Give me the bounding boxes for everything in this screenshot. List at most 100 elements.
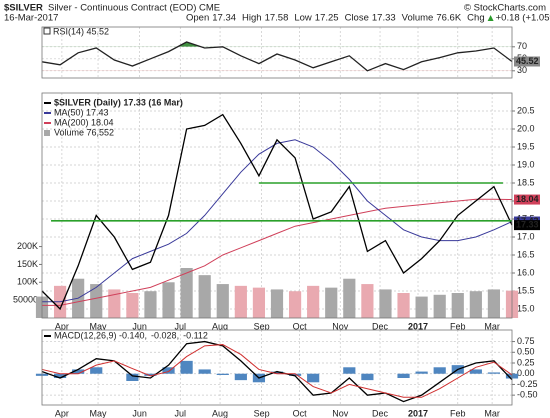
y-tick-label: -0.50 [517, 390, 538, 400]
legend-label: $SILVER (Daily) 17.33 (16 Mar) [54, 97, 183, 107]
y-tick-label: -0.25 [517, 379, 538, 389]
bar [270, 371, 284, 374]
bar [487, 289, 501, 318]
y2-tick-label: 150K [17, 259, 38, 269]
value-badge-label: 45.52 [516, 56, 539, 66]
legend-label: MACD(12,26,9) -0.140, [54, 330, 147, 340]
y2-tick-label: 100K [17, 277, 38, 287]
line [42, 139, 513, 303]
y-tick-label: 17.0 [517, 231, 535, 241]
bar [126, 293, 139, 318]
bar [343, 367, 356, 374]
y-tick-label: 0.50 [517, 347, 535, 357]
bar [397, 293, 410, 318]
y-tick-label: 0.25 [517, 357, 535, 367]
panel-title: RSI(14) 45.52 [53, 26, 109, 36]
x-tick-label: May [90, 408, 108, 418]
bar [433, 294, 446, 318]
x-tick-label: Sep [254, 321, 270, 331]
panel-frame [41, 26, 513, 79]
bar [415, 296, 428, 318]
quote-label: Chg [467, 13, 484, 24]
x-tick-label: Mar [484, 408, 500, 418]
bar [144, 291, 157, 318]
x-tick-label: Feb [450, 408, 466, 418]
x-tick-label: Oct [293, 321, 308, 331]
legend-swatch [44, 130, 50, 136]
y-tick-label: 19.0 [517, 159, 535, 169]
bar [252, 287, 266, 318]
panel-frame [41, 92, 513, 319]
x-tick-label: Dec [372, 321, 389, 331]
quote-label: Close [345, 13, 369, 24]
legend-label: -0.112 [183, 330, 208, 340]
bar [288, 291, 302, 318]
quote-value: 17.34 [212, 13, 236, 24]
bar [397, 373, 410, 378]
value-badge [514, 194, 540, 205]
y-tick-label: 30 [517, 65, 527, 75]
quote-value: 17.58 [265, 13, 289, 24]
bar [180, 268, 193, 318]
bar [234, 285, 247, 318]
y-tick-label: 16.0 [517, 267, 535, 277]
y-tick-label: 70 [517, 41, 527, 51]
bar [234, 373, 247, 381]
x-tick-label: Nov [332, 321, 349, 331]
quote-value: +0.18 (+1.05%) [496, 13, 550, 24]
x-tick-label: Jun [132, 408, 147, 418]
x-tick-label: Dec [372, 408, 389, 418]
chart-title: Silver - Continuous Contract (EOD) CME [48, 3, 220, 14]
line [41, 340, 513, 403]
y2-tick-label: 50000 [13, 295, 38, 305]
bar [487, 372, 501, 374]
y-tick-label: 0.75 [517, 336, 535, 346]
x-tick-label: Apr [55, 321, 69, 331]
x-tick-label: Jul [175, 408, 187, 418]
legend-label: MA(200) 18.04 [54, 117, 114, 127]
credit: © StockCharts.com [464, 3, 546, 14]
legend-label: Volume 76,552 [54, 127, 114, 137]
bar [198, 275, 211, 318]
y2-tick-label: 200K [17, 241, 38, 251]
y-tick-label: 19.5 [517, 141, 535, 151]
x-tick-label: Mar [484, 321, 500, 331]
value-badge [514, 220, 540, 231]
x-tick-label: 2017 [408, 321, 428, 331]
x-tick-label: Apr [55, 408, 69, 418]
value-badge-label: 18.04 [516, 194, 539, 204]
bar [180, 360, 193, 374]
bar [216, 284, 229, 318]
panel-frame [41, 329, 513, 406]
legend-label: -0.028, [151, 330, 179, 340]
bar [361, 284, 374, 318]
bar [90, 284, 103, 318]
quote-label: Low [294, 13, 312, 24]
bar [307, 373, 320, 383]
y-tick-label: 0.00 [517, 368, 535, 378]
y-tick-label: 15.5 [517, 285, 535, 295]
quote-value: 76.6K [436, 13, 461, 24]
value-badge-label: 17.33 [516, 219, 539, 229]
x-tick-label: Aug [212, 408, 228, 418]
bar [126, 373, 139, 381]
panel-bg [42, 27, 512, 78]
quote-label: Open [186, 13, 209, 24]
bar [343, 278, 356, 318]
bar [451, 293, 464, 318]
quote-value: 17.33 [372, 13, 396, 24]
bar [162, 367, 175, 374]
x-tick-label: Oct [293, 408, 308, 418]
quote-label: Volume [402, 13, 434, 24]
value-badge [514, 56, 540, 67]
bar [469, 369, 482, 374]
bar [90, 367, 103, 374]
bar [162, 282, 175, 318]
bar [198, 369, 211, 374]
date: 16-Mar-2017 [4, 13, 58, 24]
symbol: $SILVER [4, 3, 43, 14]
quote-value: 17.25 [315, 13, 339, 24]
bar [361, 373, 374, 381]
